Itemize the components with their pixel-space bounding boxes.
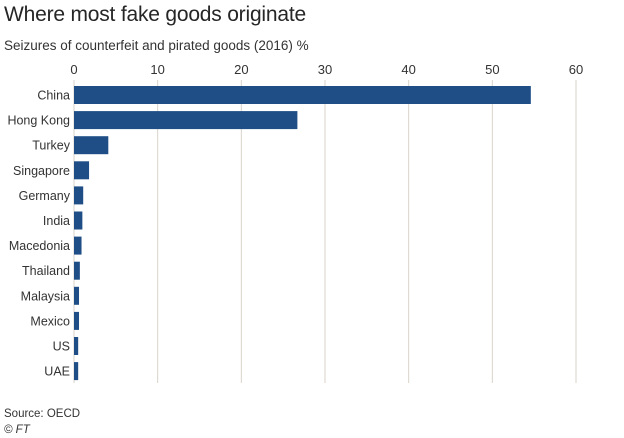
category-label: UAE [44,365,70,379]
category-label: Germany [19,189,71,203]
category-label: India [43,214,70,228]
bar-macedonia [74,236,82,255]
x-tick-label: 20 [234,62,248,77]
x-tick-label: 60 [569,62,583,77]
category-label: Turkey [32,139,70,153]
category-label: US [53,340,70,354]
category-label: Macedonia [9,239,70,253]
bar-thailand [74,261,80,280]
bar-china [74,86,531,104]
bar-india [74,211,83,230]
bar-singapore [74,161,90,180]
x-tick-label: 50 [485,62,499,77]
bar-hong-kong [74,111,298,130]
x-tick-label: 10 [150,62,164,77]
bar-turkey [74,136,109,155]
bar-chart: 0 10 20 30 40 50 60 China Hong Kong Turkey Singapo… [7,62,583,383]
category-label: Malaysia [21,289,70,303]
x-tick-label: 40 [401,62,415,77]
category-label: China [37,89,70,103]
chart-title: Where most fake goods originate [4,3,306,26]
x-tick-label: 0 [70,62,77,77]
category-label: Hong Kong [7,114,70,128]
credit-note: © FT [4,424,30,436]
bar-germany [74,186,84,205]
source-note: Source: OECD [4,408,81,420]
bar-uae [74,362,79,381]
category-label: Singapore [13,164,70,178]
bar-malaysia [74,286,80,305]
category-label: Thailand [22,264,70,278]
x-tick-label: 30 [318,62,332,77]
bar-mexico [74,311,80,330]
category-label: Mexico [30,314,70,328]
chart-subtitle: Seizures of counterfeit and pirated good… [4,38,309,53]
bar-us [74,337,79,355]
